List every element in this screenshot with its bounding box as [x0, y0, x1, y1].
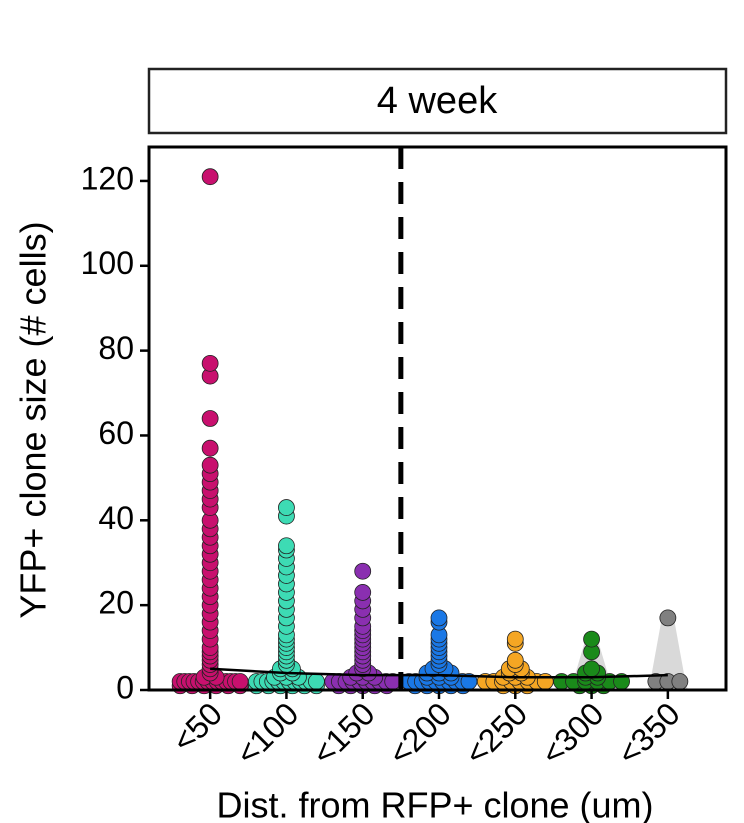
- y-tick-label: 60: [98, 415, 134, 451]
- data-point: [583, 630, 600, 648]
- x-tick-label: <100: [229, 695, 305, 771]
- data-point: [430, 609, 448, 627]
- y-tick-label: 0: [116, 669, 134, 705]
- y-tick-label: 20: [98, 585, 134, 621]
- y-axis-title: YFP+ clone size (# cells): [13, 221, 54, 618]
- data-point: [354, 562, 372, 580]
- plot-frame: [147, 145, 728, 692]
- x-tick-label: <250: [458, 695, 534, 771]
- y-tick-label: 100: [81, 245, 134, 281]
- data-point: [536, 673, 554, 690]
- y-tick-label: 80: [98, 330, 134, 366]
- data-point: [201, 456, 219, 474]
- y-tick-label: 40: [98, 500, 134, 536]
- facet-strip: [147, 67, 728, 135]
- data-point: [278, 499, 295, 516]
- data-point: [583, 660, 600, 678]
- data-point: [671, 673, 689, 690]
- data-point: [308, 673, 325, 690]
- data-point: [506, 651, 524, 669]
- data-point: [201, 439, 219, 457]
- x-tick-label: <350: [610, 695, 686, 771]
- x-tick-label: <50: [165, 695, 229, 759]
- y-tick-label: 120: [81, 160, 134, 196]
- data-point: [278, 537, 295, 555]
- x-tick-label: <300: [534, 695, 610, 771]
- x-tick-label: <150: [305, 695, 381, 771]
- x-tick-label: <200: [382, 695, 458, 771]
- data-point: [201, 410, 219, 427]
- plot-area: [171, 147, 689, 695]
- mean-line: [210, 667, 668, 679]
- data-point: [231, 673, 249, 690]
- facet-title: 4 week: [377, 80, 498, 122]
- data-point: [201, 354, 219, 372]
- violin: [647, 617, 688, 690]
- data-point: [354, 584, 372, 601]
- data-point: [506, 630, 524, 648]
- x-axis-title: Dist. from RFP+ clone (um): [216, 785, 653, 823]
- data-point: [659, 609, 677, 627]
- data-point: [201, 168, 219, 186]
